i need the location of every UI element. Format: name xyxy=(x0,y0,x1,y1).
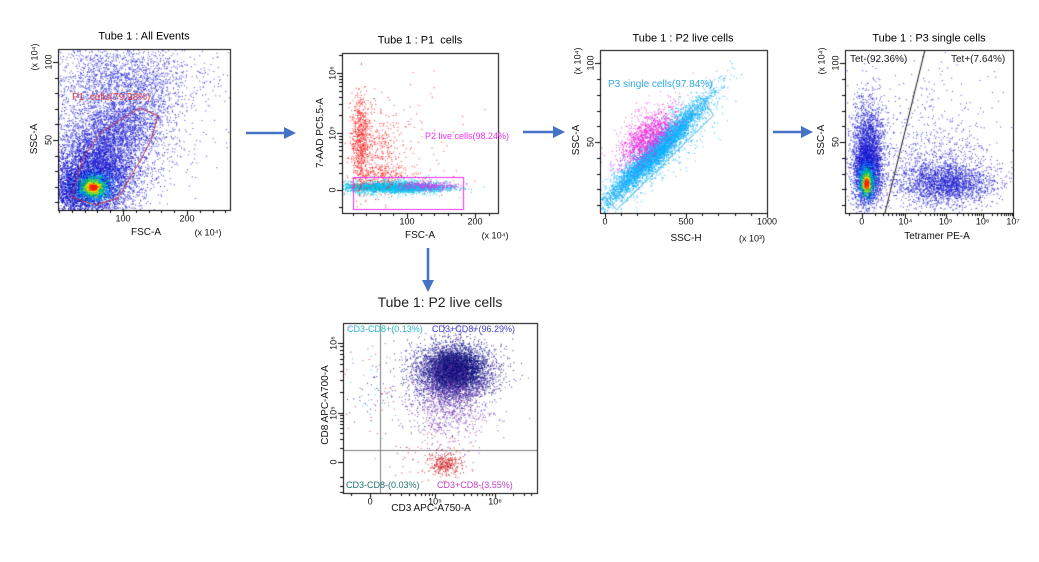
p1-y-tick-label: 100 xyxy=(43,54,54,70)
p1-y-axis-label: SSC-A xyxy=(29,123,40,155)
p3-x-tick-label: 0 xyxy=(602,216,608,227)
p4-plot-title: Tube 1 : P3 single cells xyxy=(872,32,986,45)
p2-x-scale-label: (x 10⁴) xyxy=(481,230,509,241)
p2-y-tick-label: 10⁵ xyxy=(327,126,338,140)
p3-plot-title: Tube 1 : P2 live cells xyxy=(632,32,734,45)
p2-x-tick-label: 100 xyxy=(399,216,415,227)
p4-y-tick-label: 50 xyxy=(830,137,841,148)
p1-y-scale-label: (x 10⁴) xyxy=(29,43,40,71)
p1-plot-title: Tube 1 : All Events xyxy=(98,30,190,43)
p4-y-scale-label: (x 10⁴) xyxy=(816,47,827,75)
p5-quadrant-label-cd3neg-cd8neg: CD3-CD8-(0.03%) xyxy=(346,480,420,490)
p4-y-axis-label: SSC-A xyxy=(816,124,827,156)
p4-x-tick-label: 10⁷ xyxy=(1006,216,1020,227)
p3-gate-label: P3 single cells(97.84%) xyxy=(608,79,713,90)
p5-y-tick-label: 0 xyxy=(328,459,339,465)
p4-x-tick-label: 10⁵ xyxy=(938,216,953,227)
p5-y-tick-label: 10⁵ xyxy=(328,406,339,420)
p5-y-tick-label: 10⁶ xyxy=(328,336,339,350)
p1-gate-label: P1 cells(79.98%) xyxy=(72,92,151,103)
p3-y-scale-label: (x 10⁴) xyxy=(572,47,583,75)
p2-x-axis-label: FSC-A xyxy=(405,230,435,241)
p5-plot-title: Tube 1: P2 live cells xyxy=(377,294,503,310)
p3-x-tick-label: 1000 xyxy=(756,216,778,227)
p1-x-tick-label: 100 xyxy=(115,213,131,224)
p2-y-tick-label: 10⁶ xyxy=(327,66,338,80)
flow-arrow-3 xyxy=(773,126,813,138)
p5-quadrant-label-cd3pos-cd8neg: CD3+CD8-(3.55%) xyxy=(437,480,513,490)
p1-x-axis-label: FSC-A xyxy=(131,227,161,238)
p5-x-tick-label: 0 xyxy=(367,496,373,507)
p4-x-axis-label: Tetramer PE-A xyxy=(904,231,970,242)
flow-arrow-1 xyxy=(246,127,296,139)
p4-tet-pos-label: Tet+(7.64%) xyxy=(951,54,1006,65)
p4-x-tick-label: 10⁶ xyxy=(975,216,990,227)
p2-gate-label: P2 live cells(98.24%) xyxy=(425,131,510,141)
p4-y-tick-label: 100 xyxy=(830,55,841,71)
p4-tet-neg-label: Tet-(92.36%) xyxy=(850,54,908,65)
p2-y-tick-label: 0 xyxy=(327,187,338,193)
p3-y-axis-label: SSC-A xyxy=(571,124,582,156)
p4-x-tick-label: 10⁴ xyxy=(898,216,913,227)
flow-arrow-2 xyxy=(523,126,565,138)
p5-x-tick-label: 10⁵ xyxy=(428,496,442,507)
flow-arrow-4 xyxy=(422,248,434,292)
p1-x-tick-label: 200 xyxy=(179,213,195,224)
p5-x-tick-label: 10⁶ xyxy=(488,496,502,507)
p4-x-tick-label: 0 xyxy=(859,216,865,227)
p5-quadrant-label-cd3neg-cd8pos: CD3-CD8+(0.13%) xyxy=(347,324,423,334)
p2-y-axis-label: 7-AAD PC5.5-A xyxy=(315,97,326,169)
p5-quadrant-label-cd3pos-cd8pos: CD3+CD8+(96.29%) xyxy=(432,324,516,334)
p2-x-tick-label: 200 xyxy=(467,216,483,227)
p2-plot-title: Tube 1 : P1 cells xyxy=(377,34,463,47)
p3-y-tick-label: 100 xyxy=(585,55,596,71)
p3-x-scale-label: (x 10³) xyxy=(738,233,766,244)
p1-y-tick-label: 50 xyxy=(43,134,54,145)
p1-x-scale-label: (x 10⁴) xyxy=(194,227,222,238)
p3-x-axis-label: SSC-H xyxy=(670,233,702,244)
p3-x-tick-label: 500 xyxy=(678,216,694,227)
p5-x-axis-label: CD3 APC-A750-A xyxy=(391,503,471,514)
p3-y-tick-label: 50 xyxy=(585,137,596,148)
